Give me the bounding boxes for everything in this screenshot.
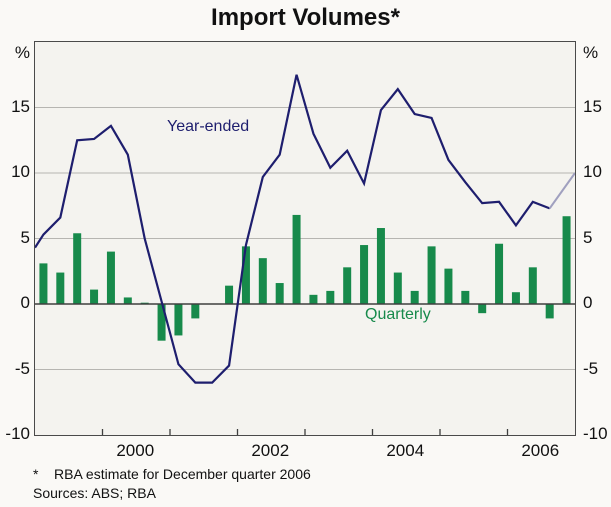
y-tick-label-left: -5 — [14, 358, 30, 378]
y-tick-label-left: 5 — [20, 227, 30, 247]
footnote-text: RBA estimate for December quarter 2006 — [54, 466, 311, 482]
quarterly-bar — [511, 292, 520, 304]
quarterly-bar — [410, 290, 419, 304]
quarterly-bar — [478, 304, 487, 314]
quarterly-bar — [292, 214, 301, 304]
x-tick-label: 2006 — [521, 441, 560, 460]
bar-series-label: Quarterly — [365, 306, 431, 323]
quarterly-bar — [241, 246, 250, 304]
quarterly-bar — [275, 283, 284, 304]
quarterly-bar — [444, 268, 453, 304]
quarterly-bar — [90, 289, 99, 304]
quarterly-bar — [123, 297, 132, 304]
y-tick-label-left: -10 — [5, 424, 30, 443]
y-tick-label-right: -5 — [583, 358, 599, 378]
y-tick-label-right: -10 — [583, 424, 608, 443]
quarterly-bar — [191, 304, 200, 319]
quarterly-bar — [545, 304, 554, 319]
line-series-label: Year-ended — [167, 118, 250, 135]
chart-canvas — [35, 74, 575, 435]
year-ended-line — [35, 74, 551, 384]
quarterly-bar — [393, 272, 402, 304]
plot-area: Year-ended Quarterly — [34, 41, 576, 436]
x-tick-label: 2000 — [116, 441, 155, 460]
y-tick-label-right: 15 — [583, 96, 602, 116]
x-tick-label: 2004 — [386, 441, 425, 460]
quarterly-bar — [157, 304, 166, 341]
footnote-marker: * — [33, 466, 39, 482]
y-axis-unit-left: % — [14, 43, 30, 62]
quarterly-bar — [106, 251, 115, 304]
quarterly-bar — [360, 245, 369, 304]
quarterly-bar — [39, 263, 48, 304]
sources-line: Sources: ABS; RBA — [33, 485, 156, 501]
y-tick-label-left: 0 — [20, 293, 30, 312]
quarterly-bar — [461, 290, 470, 304]
x-tick-label: 2002 — [251, 441, 290, 460]
y-tick-label-right: 5 — [583, 227, 593, 247]
quarterly-bar — [225, 285, 234, 304]
y-tick-label-left: 15 — [11, 96, 30, 116]
quarterly-bar — [495, 243, 504, 304]
y-tick-label-left: 10 — [11, 162, 30, 181]
quarterly-bar — [73, 233, 82, 304]
quarterly-bar — [343, 267, 352, 304]
quarterly-bar — [56, 272, 65, 304]
y-tick-label-right: 10 — [583, 162, 602, 181]
chart-title: Import Volumes* — [211, 4, 400, 31]
quarterly-bar — [174, 304, 183, 336]
quarterly-bar — [258, 258, 267, 304]
quarterly-bar — [376, 228, 385, 304]
y-tick-label-right: 0 — [583, 293, 593, 312]
y-axis-unit-right: % — [583, 43, 599, 62]
quarterly-bar — [309, 294, 318, 304]
quarterly-bar — [427, 246, 436, 304]
footnote: * RBA estimate for December quarter 2006 … — [33, 465, 311, 503]
quarterly-bar — [326, 290, 335, 304]
quarterly-bar — [562, 216, 571, 304]
year-ended-estimate-line — [548, 172, 575, 209]
footnote-line: * RBA estimate for December quarter 2006 — [33, 465, 311, 484]
quarterly-bar — [528, 267, 537, 304]
